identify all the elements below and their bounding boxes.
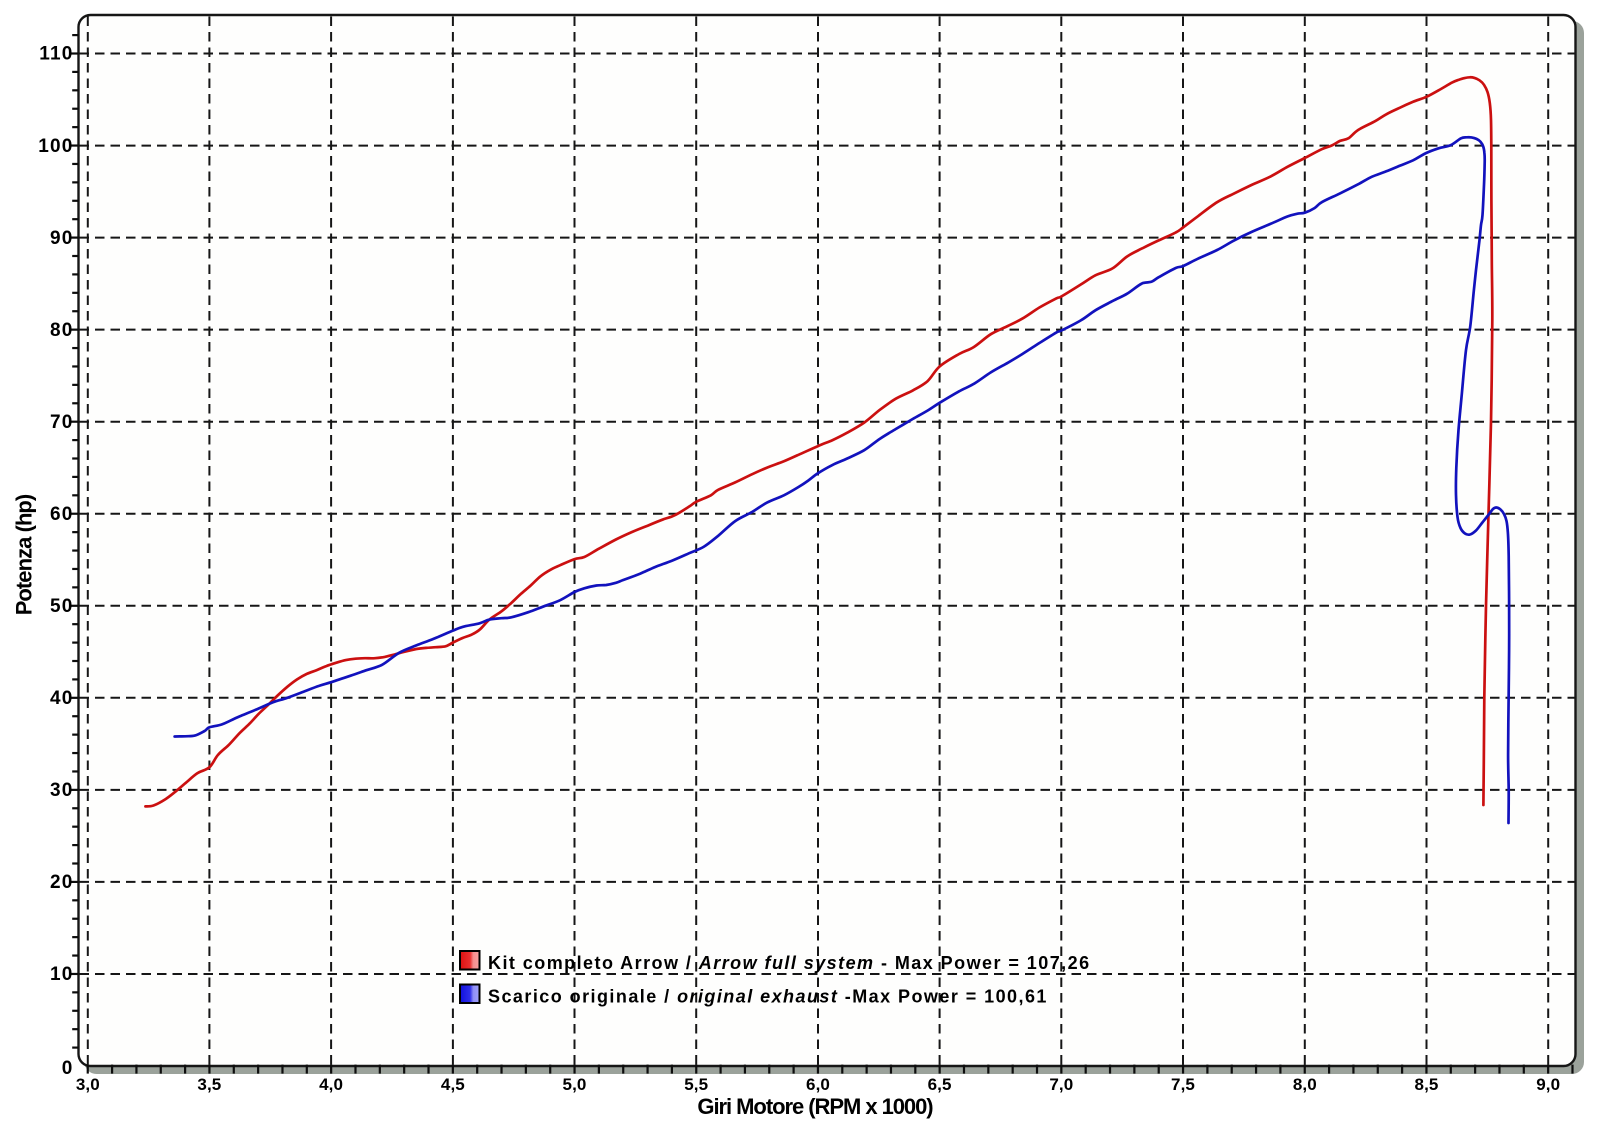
svg-text:Kit completo Arrow / Arrow ful: Kit completo Arrow / Arrow full system -… bbox=[488, 953, 1091, 973]
svg-text:10: 10 bbox=[50, 964, 74, 985]
svg-text:8,0: 8,0 bbox=[1293, 1075, 1317, 1094]
svg-text:Scarico originale / original e: Scarico originale / original exhaust -Ma… bbox=[488, 987, 1048, 1007]
svg-text:0: 0 bbox=[62, 1058, 74, 1079]
svg-text:60: 60 bbox=[50, 504, 74, 525]
svg-text:90: 90 bbox=[50, 228, 74, 249]
svg-text:3,5: 3,5 bbox=[197, 1075, 221, 1094]
svg-text:70: 70 bbox=[50, 412, 74, 433]
svg-text:50: 50 bbox=[50, 596, 74, 617]
svg-text:6,5: 6,5 bbox=[928, 1075, 952, 1094]
svg-text:40: 40 bbox=[50, 688, 74, 709]
svg-text:5,0: 5,0 bbox=[563, 1075, 587, 1094]
svg-text:110: 110 bbox=[39, 44, 73, 65]
svg-text:8,5: 8,5 bbox=[1415, 1075, 1439, 1094]
svg-text:20: 20 bbox=[50, 872, 74, 893]
svg-text:4,0: 4,0 bbox=[319, 1075, 343, 1094]
svg-text:80: 80 bbox=[50, 320, 74, 341]
svg-text:6,0: 6,0 bbox=[806, 1075, 830, 1094]
svg-text:Giri Motore (RPM x 1000): Giri Motore (RPM x 1000) bbox=[697, 1094, 933, 1119]
svg-text:100: 100 bbox=[38, 136, 73, 157]
svg-text:9,0: 9,0 bbox=[1536, 1075, 1560, 1094]
svg-text:7,5: 7,5 bbox=[1171, 1075, 1195, 1094]
svg-text:4,5: 4,5 bbox=[441, 1075, 465, 1094]
svg-text:Potenza (hp): Potenza (hp) bbox=[12, 494, 37, 615]
svg-text:3,0: 3,0 bbox=[76, 1075, 100, 1094]
svg-text:5,5: 5,5 bbox=[684, 1075, 708, 1094]
svg-text:7,0: 7,0 bbox=[1049, 1075, 1073, 1094]
svg-text:30: 30 bbox=[50, 780, 74, 801]
